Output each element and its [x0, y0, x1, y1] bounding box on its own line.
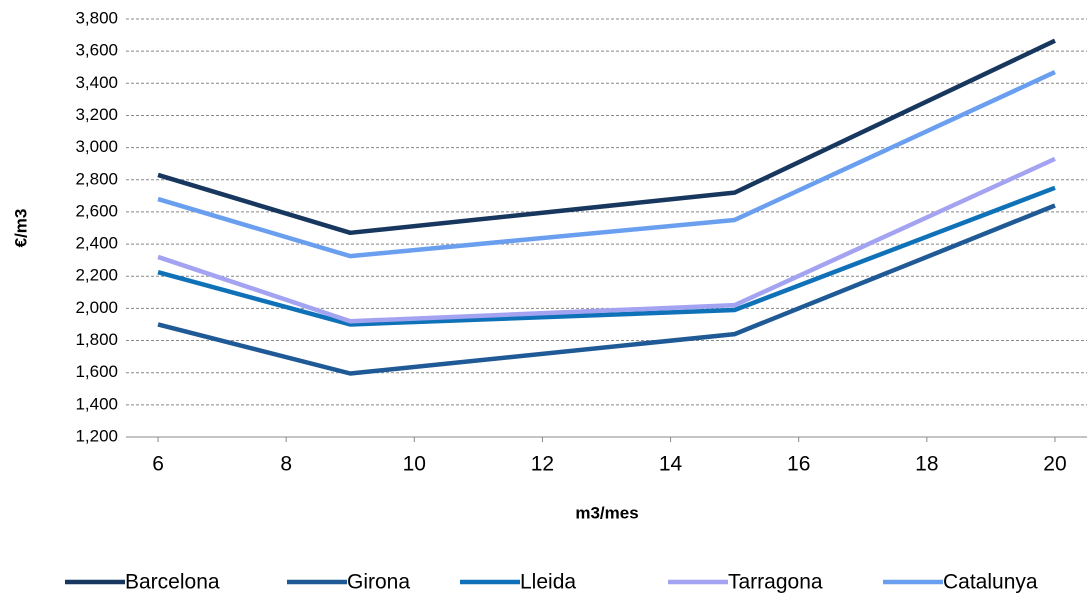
x-tick-label: 16: [787, 453, 810, 476]
line-series: [157, 203, 1056, 376]
y-tick-label: 2,800: [75, 169, 118, 188]
y-tick-label: 3,800: [75, 8, 118, 27]
x-tick-label: 6: [152, 453, 164, 476]
line-series: [157, 38, 1056, 236]
line-series: [157, 70, 1056, 259]
legend-label: Tarragona: [728, 571, 823, 594]
y-tick-label: 2,600: [75, 201, 118, 220]
x-tick-label: 8: [280, 453, 292, 476]
legend-label: Barcelona: [125, 571, 220, 594]
y-tick-label: 1,400: [75, 394, 118, 413]
x-tick-label: 18: [915, 453, 938, 476]
legend-label: Lleida: [520, 571, 576, 594]
y-tick-label: 2,000: [75, 298, 118, 317]
y-tick-label: 2,200: [75, 266, 118, 285]
y-tick-label: 2,400: [75, 234, 118, 253]
x-axis-title: m3/mes: [575, 503, 638, 522]
legend-label: Catalunya: [943, 571, 1038, 594]
x-tick-label: 10: [403, 453, 426, 476]
x-tick-label: 14: [659, 453, 683, 476]
y-tick-label: 3,400: [75, 73, 118, 92]
x-tick-label: 12: [531, 453, 554, 476]
line-series: [157, 156, 1056, 324]
y-tick-label: 1,800: [75, 330, 118, 349]
legend-label: Girona: [347, 571, 410, 594]
y-axis-title: €/m3: [11, 209, 30, 248]
y-tick-label: 3,200: [75, 105, 118, 124]
x-tick-label: 20: [1043, 453, 1066, 476]
y-tick-label: 3,600: [75, 41, 118, 60]
y-tick-label: 1,200: [75, 426, 118, 445]
line-series: [157, 185, 1056, 327]
y-tick-label: 3,000: [75, 137, 118, 156]
y-tick-label: 1,600: [75, 362, 118, 381]
